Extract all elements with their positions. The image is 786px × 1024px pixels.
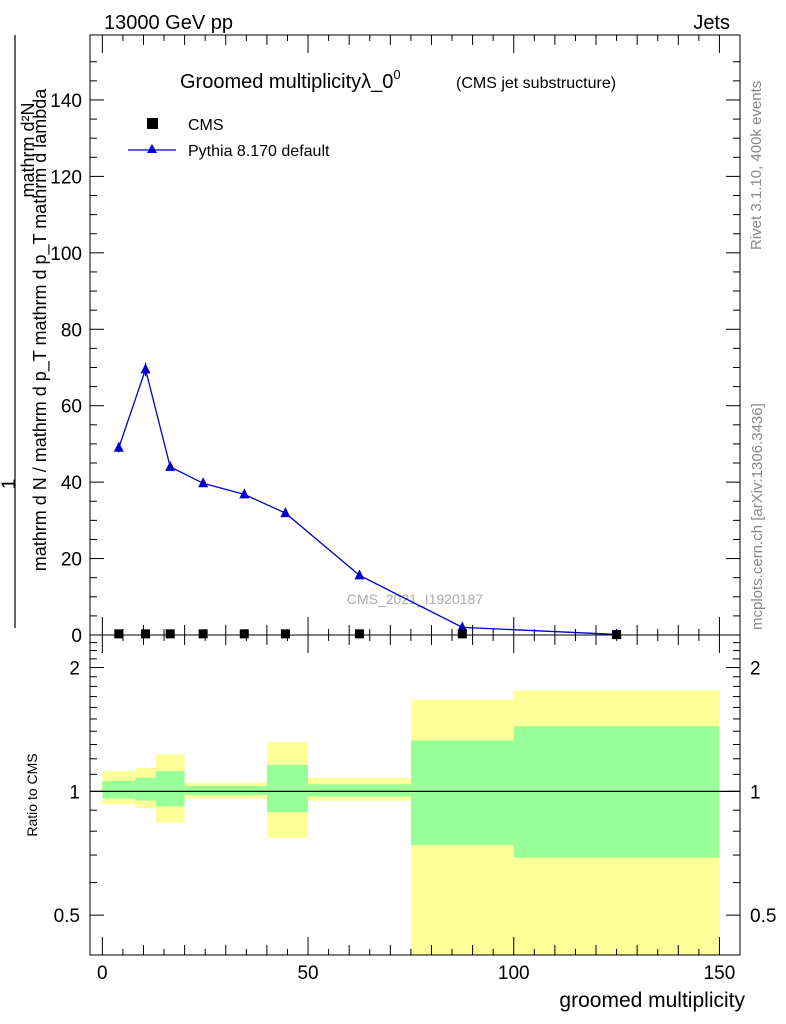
legend-cms-label: CMS (188, 117, 224, 134)
x-tick-label: 150 (704, 963, 736, 984)
cms-point (165, 629, 175, 639)
ratio-tick-label: 2 (69, 659, 80, 680)
ratio-y-label: Ratio to CMS (24, 753, 40, 836)
pythia-point (165, 460, 176, 471)
ratio-tick-label: 0.5 (54, 906, 80, 927)
pythia-point (280, 507, 291, 518)
x-tick-label: 0 (97, 963, 108, 984)
ratio-band-inner (102, 780, 136, 799)
cms-point (114, 629, 124, 639)
cms-point (239, 629, 249, 639)
y-label-denominator: mathrm d N / mathrm d p_T mathrm d p_T m… (30, 88, 51, 571)
y-tick-label: 100 (50, 244, 82, 265)
pythia-point (354, 569, 365, 580)
legend-pythia-label: Pythia 8.170 default (188, 143, 330, 160)
x-tick-label: 100 (498, 963, 530, 984)
mcplots-label: mcplots.cern.ch [arXiv:1306.3436] (749, 403, 766, 630)
pythia-point (198, 477, 209, 488)
ratio-band-inner (308, 784, 411, 797)
ratio-bands (102, 690, 720, 955)
pythia-series (113, 362, 622, 639)
y-label-numerator: mathrm d²N (18, 102, 38, 197)
y-tick-label: 0 (71, 626, 82, 647)
chart-subtitle: (CMS jet substructure) (456, 75, 616, 92)
ratio-band-inner (184, 786, 267, 795)
cms-point (354, 629, 364, 639)
ratio-band-inner (155, 771, 185, 807)
y-tick-label: 120 (50, 167, 82, 188)
cms-point (280, 629, 290, 639)
x-axis-label: groomed multiplicity (559, 989, 745, 1012)
y-tick-label: 40 (61, 473, 82, 494)
category-label: Jets (693, 12, 730, 34)
pythia-point (239, 488, 250, 499)
y-tick-label: 140 (50, 91, 82, 112)
ratio-tick-label: 1 (69, 782, 80, 803)
main-y-ticks: 0 20 40 60 80 100 120 140 (50, 61, 740, 647)
ratio-panel: 0.5 0.5 1 1 2 2 0 50 100 150 Ratio to CMS (24, 634, 776, 984)
ratio-tick-label-right: 0.5 (750, 906, 776, 927)
y-axis-label: 1 mathrm d²N mathrm d N / mathrm d p_T m… (0, 35, 51, 628)
y-tick-label: 60 (61, 397, 82, 418)
pythia-point (113, 441, 124, 452)
legend-cms-marker (147, 118, 158, 129)
cms-point (457, 629, 467, 639)
y-tick-label: 80 (61, 320, 82, 341)
cms-point (198, 629, 208, 639)
ratio-y-ticks: 0.5 0.5 1 1 2 2 (54, 634, 776, 956)
ratio-band-inner (266, 764, 309, 813)
cms-point (141, 629, 151, 639)
y-tick-label: 20 (61, 550, 82, 571)
energy-label: 13000 GeV pp (104, 12, 233, 34)
chart-title: Groomed multiplicityλ_00 (180, 67, 401, 93)
watermark: CMS_2021_I1920187 (347, 591, 483, 607)
pythia-point (457, 621, 468, 632)
y-label-prefix: 1 (0, 479, 20, 490)
ratio-band-inner (410, 740, 514, 846)
ratio-tick-label-right: 1 (750, 782, 761, 803)
x-tick-label: 50 (297, 963, 318, 984)
legend: CMS Pythia 8.170 default (128, 117, 330, 160)
ratio-x-ticks: 0 50 100 150 (97, 635, 735, 984)
ratio-tick-label-right: 2 (750, 659, 761, 680)
rivet-label: Rivet 3.1.10, 400k events (748, 81, 765, 250)
pythia-point (140, 363, 151, 374)
legend-pythia-marker (147, 144, 157, 153)
ratio-band-inner (135, 777, 156, 801)
